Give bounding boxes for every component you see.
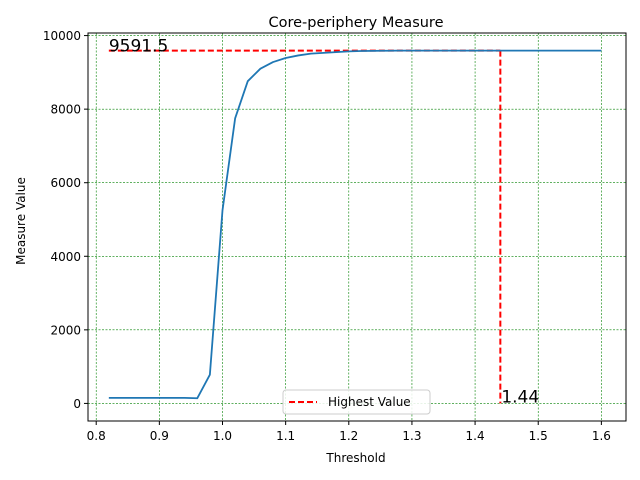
legend: Highest Value bbox=[282, 389, 431, 415]
legend-label-highest-value: Highest Value bbox=[328, 395, 411, 409]
series-layer bbox=[108, 49, 602, 400]
y-tick-label: 4000 bbox=[50, 250, 81, 264]
axes-frame bbox=[87, 32, 627, 422]
y-tick-label: 10000 bbox=[43, 29, 81, 43]
x-tick-label: 0.9 bbox=[150, 429, 169, 443]
x-tick-label: 1.5 bbox=[529, 429, 548, 443]
highest-value-lines bbox=[108, 49, 502, 404]
y-tick-label: 0 bbox=[73, 397, 81, 411]
x-axis-label: Threshold bbox=[325, 451, 385, 465]
y-axis-ticks: 0 2000 4000 6000 8000 10000 bbox=[43, 29, 88, 411]
highest-threshold-annotation: 1.44 bbox=[501, 387, 539, 407]
x-tick-label: 1.3 bbox=[402, 429, 421, 443]
highest-value-annotation: 9591.5 bbox=[109, 37, 168, 57]
y-tick-label: 8000 bbox=[50, 103, 81, 117]
series-line bbox=[108, 49, 602, 400]
y-tick-label: 2000 bbox=[50, 323, 81, 337]
x-tick-label: 1.6 bbox=[592, 429, 611, 443]
y-axis-label: Measure Value bbox=[14, 177, 28, 265]
grid-lines bbox=[88, 33, 626, 421]
x-tick-label: 1.2 bbox=[339, 429, 358, 443]
legend-box bbox=[282, 389, 431, 415]
x-tick-label: 1.0 bbox=[213, 429, 232, 443]
x-tick-label: 1.4 bbox=[466, 429, 485, 443]
y-tick-label: 6000 bbox=[50, 176, 81, 190]
x-tick-label: 1.1 bbox=[276, 429, 295, 443]
x-axis-ticks: 0.8 0.9 1.0 1.1 1.2 1.3 1.4 1.5 1.6 bbox=[87, 421, 611, 443]
chart-title: Core-periphery Measure bbox=[269, 15, 444, 31]
x-tick-label: 0.8 bbox=[87, 429, 106, 443]
